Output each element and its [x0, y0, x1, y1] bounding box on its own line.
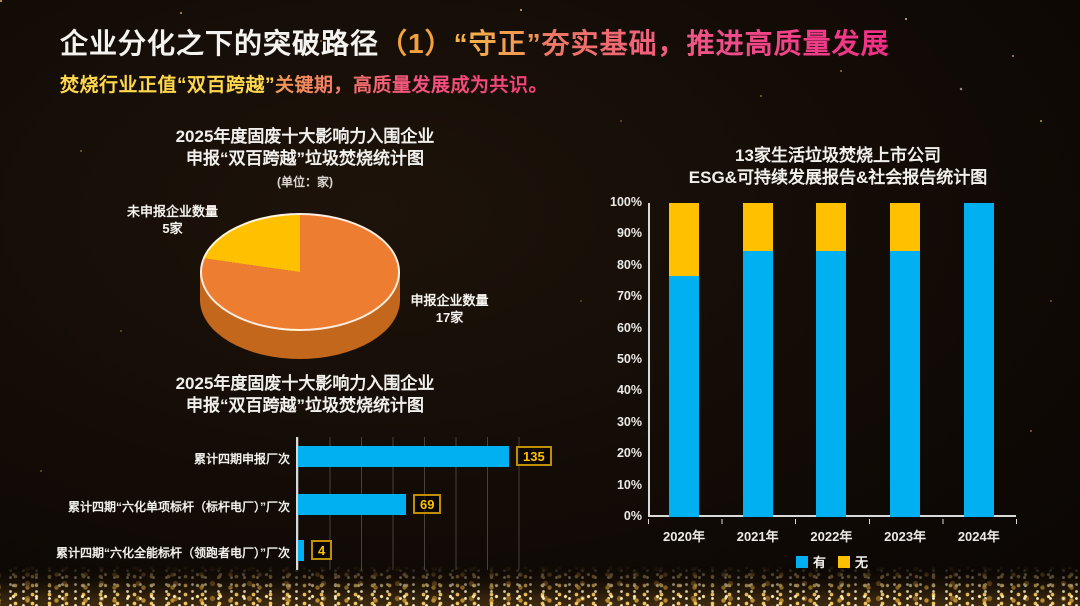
pie-title-line1: 2025年度固废十大影响力入围企业 — [175, 127, 435, 146]
subtitle-yellow: 焚烧行业正值“双百跨越” — [60, 75, 276, 96]
stacked-y-tick-label: 20% — [616, 446, 642, 461]
stacked-chart-title: 13家生活垃圾焚烧上市公司 ESG&可持续发展报告&社会报告统计图 — [628, 145, 1048, 189]
stacked-y-tick-label: 30% — [616, 414, 642, 429]
hbar-chart-title: 2025年度固废十大影响力入围企业 申报“双百跨越”垃圾焚烧统计图 — [110, 373, 500, 417]
pie-label-reported-value: 17家 — [435, 310, 464, 325]
stacked-y-tick-label: 40% — [616, 383, 642, 398]
pie-label-reported: 申报企业数量 17家 — [392, 292, 507, 326]
pie-chart — [200, 213, 400, 359]
stacked-y-tick-label: 90% — [616, 226, 642, 241]
page-subtitle: 焚烧行业正值“双百跨越”关键期，高质量发展成为共识。 — [60, 70, 548, 97]
stacked-y-tick-label: 100% — [610, 195, 642, 209]
stacked-segment-yes — [963, 203, 994, 517]
stacked-segment-no — [669, 203, 699, 276]
stacked-segment-yes — [890, 251, 921, 517]
hbar-bar — [298, 540, 304, 561]
stacked-segment-yes — [669, 276, 699, 517]
stacked-x-category-label: 2022年 — [810, 529, 853, 544]
title-main: 企业分化之下的突破路径 — [60, 28, 380, 59]
pie-chart-title: 2025年度固废十大影响力入围企业 申报“双百跨越”垃圾焚烧统计图 (单位：家) — [110, 126, 500, 193]
stacked-segment-no — [816, 203, 847, 251]
title-index: （1） — [379, 28, 454, 59]
hbar-bar — [298, 446, 509, 467]
hbar-bar — [298, 494, 406, 515]
pie-label-unreported: 未申报企业数量 5家 — [105, 203, 240, 237]
stacked-segment-no — [890, 203, 921, 251]
pie-unit-note: (单位：家) — [277, 175, 333, 189]
subtitle-pink: 关键期，高质量发展成为共识。 — [275, 75, 549, 96]
stacked-x-category-label: 2021年 — [736, 529, 779, 544]
hbar-category-label: 累计四期“六化全能标杆（领跑者电厂）”厂次 — [55, 546, 290, 560]
stacked-x-ticks — [648, 519, 1018, 524]
stacked-segment-yes — [742, 251, 773, 517]
stacked-y-tick-label: 0% — [623, 509, 642, 523]
hbar-category-label: 累计四期申报厂次 — [193, 452, 290, 466]
gold-glitter-band — [0, 566, 1080, 606]
stacked-x-category-label: 2023年 — [884, 529, 927, 544]
hbar-value-box: 69 — [413, 494, 442, 514]
stacked-x-category-label: 2020年 — [663, 529, 705, 544]
pie-label-unreported-name: 未申报企业数量 — [126, 204, 218, 219]
hbar-value-box: 135 — [516, 446, 552, 466]
stacked-y-tick-label: 80% — [616, 257, 642, 272]
title-keyword: “守正” — [453, 28, 542, 59]
pie-label-unreported-value: 5家 — [162, 221, 183, 236]
legend-swatch-icon — [795, 555, 808, 568]
pie-top-surface — [200, 213, 400, 331]
hbar-title-line1: 2025年度固废十大影响力入围企业 — [175, 374, 435, 393]
pie-label-reported-name: 申报企业数量 — [410, 293, 489, 308]
hbar-title-line2: 申报“双百跨越”垃圾焚烧统计图 — [186, 396, 424, 415]
stacked-y-tick-label: 60% — [616, 320, 642, 335]
stacked-title-line2: ESG&可持续发展报告&社会报告统计图 — [688, 168, 988, 187]
page-title: 企业分化之下的突破路径（1）“守正”夯实基础，推进高质量发展 — [60, 22, 890, 62]
stacked-y-tick-label: 10% — [616, 477, 642, 492]
pie-title-line2: 申报“双百跨越”垃圾焚烧统计图 — [186, 149, 424, 168]
stacked-x-category-label: 2024年 — [957, 529, 1000, 544]
stacked-segment-no — [742, 203, 773, 251]
title-rest: 夯实基础，推进高质量发展 — [541, 28, 890, 59]
sparkle-decor — [0, 0, 2, 2]
stacked-y-tick-label: 50% — [616, 352, 642, 366]
hbar-category-label: 累计四期“六化单项标杆（标杆电厂）”厂次 — [67, 500, 290, 514]
stacked-title-line1: 13家生活垃圾焚烧上市公司 — [735, 146, 941, 165]
stacked-y-tick-label: 70% — [616, 289, 642, 304]
stacked-segment-yes — [816, 251, 847, 517]
legend-swatch-icon — [838, 555, 850, 568]
hbar-value-box: 4 — [311, 540, 333, 560]
